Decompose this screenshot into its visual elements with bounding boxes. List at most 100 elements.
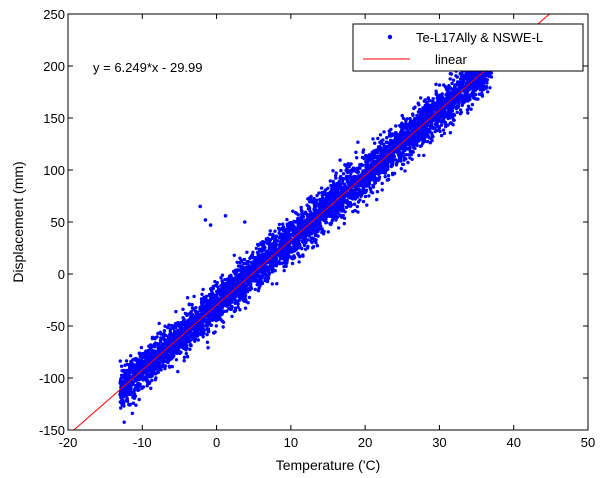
scatter-point: [271, 249, 275, 254]
scatter-point: [441, 128, 446, 132]
scatter-point: [401, 116, 406, 121]
scatter-point: [331, 179, 335, 184]
scatter-point: [141, 351, 145, 356]
scatter-point: [239, 296, 243, 300]
scatter-point: [446, 110, 450, 114]
scatter-point: [187, 302, 191, 306]
scatter-point: [310, 225, 314, 229]
scatter-point: [238, 293, 243, 297]
scatter-point: [346, 162, 351, 166]
scatter-point: [183, 339, 187, 343]
scatter-point: [156, 344, 160, 348]
scatter-point: [272, 237, 276, 241]
scatter-point: [283, 246, 287, 250]
scatter-point: [382, 130, 386, 134]
scatter-point: [400, 113, 404, 118]
scatter-point: [379, 152, 383, 157]
scatter-point: [135, 357, 139, 361]
scatter-point: [131, 390, 135, 394]
scatter-point: [129, 354, 133, 358]
scatter-point: [455, 110, 459, 115]
scatter-point: [366, 157, 370, 162]
scatter-point: [264, 268, 268, 272]
scatter-point: [277, 253, 281, 258]
scatter-point: [305, 232, 309, 236]
scatter-point: [256, 243, 260, 247]
scatter-point: [174, 309, 178, 314]
scatter-point: [125, 396, 129, 400]
scatter-point: [426, 139, 430, 144]
scatter-point: [338, 176, 342, 181]
scatter-point: [183, 311, 188, 316]
scatter-point: [486, 90, 490, 94]
scatter-point: [292, 232, 296, 237]
scatter-point: [131, 367, 135, 371]
scatter-point: [326, 230, 330, 234]
scatter-point: [404, 121, 408, 126]
scatter-point: [282, 264, 286, 269]
scatter-point: [443, 99, 447, 103]
scatter-point: [406, 153, 411, 157]
scatter-point: [360, 178, 365, 183]
scatter-point: [456, 104, 461, 108]
scatter-point: [167, 364, 172, 368]
scatter-point: [453, 83, 457, 88]
scatter-point: [145, 379, 149, 383]
scatter-point: [277, 231, 281, 235]
scatter-point: [329, 183, 333, 188]
scatter-point: [229, 294, 233, 298]
scatter-point: [305, 203, 309, 207]
scatter-point: [181, 307, 185, 311]
scatter-point: [181, 316, 185, 320]
scatter-point: [239, 264, 243, 268]
scatter-point: [337, 226, 341, 230]
scatter-point: [410, 123, 414, 128]
scatter-point: [394, 163, 399, 167]
scatter-point: [403, 135, 407, 139]
scatter-point: [263, 240, 267, 244]
scatter-point: [333, 194, 338, 198]
scatter-point: [334, 218, 338, 222]
scatter-point: [448, 77, 452, 81]
scatter-point: [247, 295, 252, 300]
scatter-point: [415, 116, 419, 121]
scatter-point: [345, 179, 349, 184]
scatter-point: [478, 74, 482, 78]
scatter-point: [187, 335, 191, 340]
scatter-point: [318, 216, 322, 220]
scatter-point: [149, 374, 153, 379]
scatter-point: [485, 81, 489, 85]
scatter-point: [338, 184, 343, 188]
scatter-point: [340, 206, 345, 210]
scatter-point: [273, 243, 278, 248]
scatter-point: [412, 119, 416, 124]
scatter-point: [184, 351, 188, 356]
scatter-point: [120, 380, 125, 384]
scatter-point: [305, 246, 310, 250]
scatter-point: [332, 205, 336, 209]
scatter-point: [418, 144, 422, 148]
scatter-point: [319, 224, 323, 228]
scatter-point: [486, 72, 490, 77]
scatter-point: [138, 351, 142, 356]
scatter-point: [355, 204, 359, 209]
scatter-point: [141, 378, 146, 382]
scatter-point: [156, 331, 160, 336]
scatter-point: [307, 229, 312, 233]
scatter-point: [119, 395, 123, 400]
scatter-point: [248, 267, 252, 271]
scatter-point: [370, 151, 374, 155]
scatter-point: [309, 197, 313, 201]
scatter-point: [480, 83, 484, 88]
scatter-point: [423, 136, 427, 140]
scatter-point: [358, 163, 362, 167]
scatter-point: [238, 308, 242, 312]
scatter-point: [445, 88, 449, 92]
scatter-point: [411, 112, 415, 116]
scatter-point: [223, 277, 227, 282]
scatter-point: [397, 147, 401, 152]
scatter-point: [414, 121, 418, 126]
scatter-point: [352, 202, 357, 206]
scatter-point: [283, 261, 288, 265]
scatter-point: [415, 131, 420, 135]
